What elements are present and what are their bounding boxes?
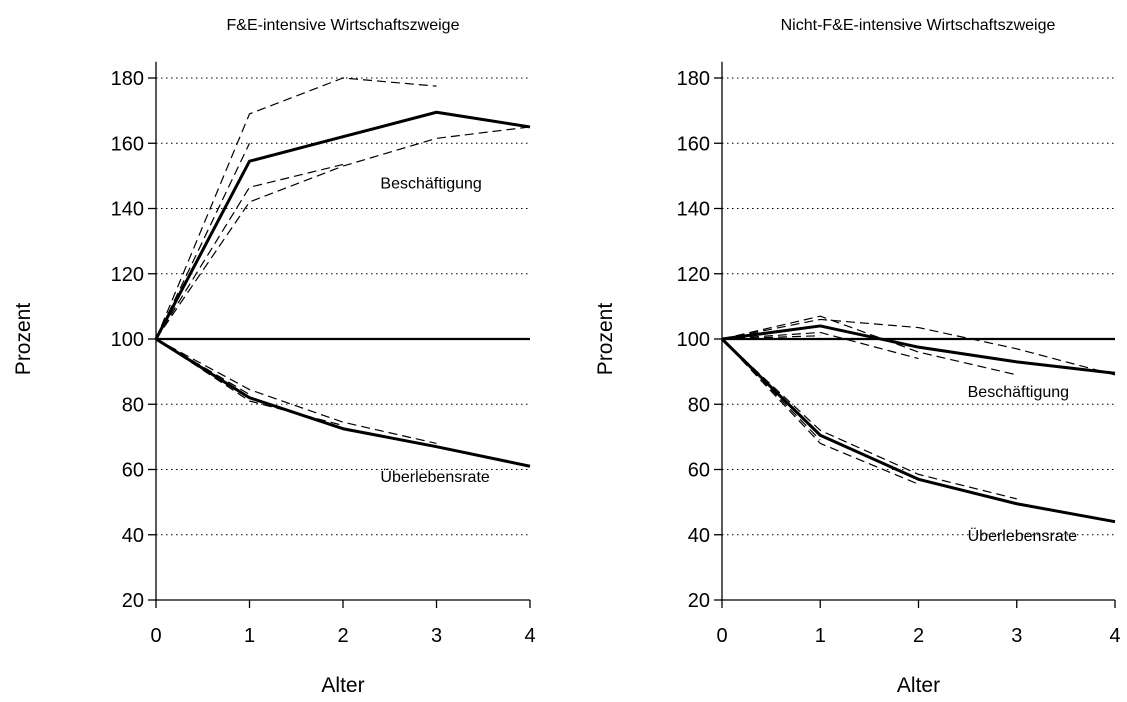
y-tick-label: 40	[688, 525, 710, 547]
x-tick-label: 1	[244, 625, 255, 647]
x-tick-label: 4	[524, 625, 535, 647]
y-tick-label: 60	[122, 460, 144, 482]
x-tick-label: 1	[815, 625, 826, 647]
x-tick-label: 3	[431, 625, 442, 647]
chart-panel-right: Nicht-F&E-intensive Wirtschaftszweige204…	[594, 17, 1121, 697]
series-line-cohort-3	[155, 163, 344, 340]
series-line-cohort-2	[721, 315, 1017, 376]
series-line-mean-0	[154, 110, 531, 340]
series-line-cohort-7	[721, 338, 919, 485]
y-axis-label: Prozent	[12, 303, 35, 376]
x-axis-label: Alter	[321, 674, 364, 697]
y-tick-label: 140	[111, 199, 144, 221]
y-tick-label: 180	[111, 68, 144, 90]
series-line-cohort-8	[721, 338, 821, 441]
series-line-cohort-6	[155, 338, 437, 444]
series-line-cohort-6	[721, 338, 1017, 500]
x-axis-label: Alter	[897, 674, 940, 697]
series-line-cohort-3	[721, 331, 919, 360]
x-tick-label: 2	[913, 625, 924, 647]
chart-panel-left: F&E-intensive Wirtschaftszweige204060801…	[12, 17, 536, 697]
x-tick-label: 0	[716, 625, 727, 647]
y-tick-label: 140	[677, 199, 710, 221]
annotation-label: Überlebensrate	[380, 468, 490, 486]
series-line-cohort-2	[155, 126, 531, 340]
y-tick-label: 100	[677, 329, 710, 351]
chart-title: Nicht-F&E-intensive Wirtschaftszweige	[781, 17, 1056, 34]
y-tick-label: 80	[122, 394, 144, 416]
annotation-label: Beschäftigung	[968, 384, 1069, 401]
series-line-mean-0	[721, 324, 1116, 375]
x-tick-label: 0	[150, 625, 161, 647]
x-tick-label: 2	[337, 625, 348, 647]
y-tick-label: 100	[111, 329, 144, 351]
x-tick-label: 4	[1109, 625, 1120, 647]
series-line-cohort-4	[155, 142, 251, 340]
series-line-cohort-4	[721, 335, 821, 340]
y-axis-label: Prozent	[594, 303, 617, 376]
annotation-label: Überlebensrate	[968, 527, 1078, 545]
y-tick-label: 120	[111, 264, 144, 286]
series-line-cohort-1	[721, 318, 1116, 376]
y-tick-label: 20	[688, 590, 710, 612]
y-tick-label: 160	[111, 133, 144, 155]
series-line-mean-5	[720, 337, 1116, 524]
y-tick-label: 180	[677, 68, 710, 90]
annotation-label: Beschäftigung	[380, 175, 481, 192]
series-line-cohort-8	[155, 338, 250, 395]
y-tick-label: 120	[677, 264, 710, 286]
x-tick-label: 3	[1011, 625, 1022, 647]
series-line-mean-5	[155, 337, 531, 468]
y-tick-label: 60	[688, 460, 710, 482]
chart-title: F&E-intensive Wirtschaftszweige	[227, 17, 460, 34]
series-line-cohort-7	[155, 338, 344, 427]
y-tick-label: 80	[688, 394, 710, 416]
y-tick-label: 160	[677, 133, 710, 155]
y-tick-label: 20	[122, 590, 144, 612]
y-tick-label: 40	[122, 525, 144, 547]
